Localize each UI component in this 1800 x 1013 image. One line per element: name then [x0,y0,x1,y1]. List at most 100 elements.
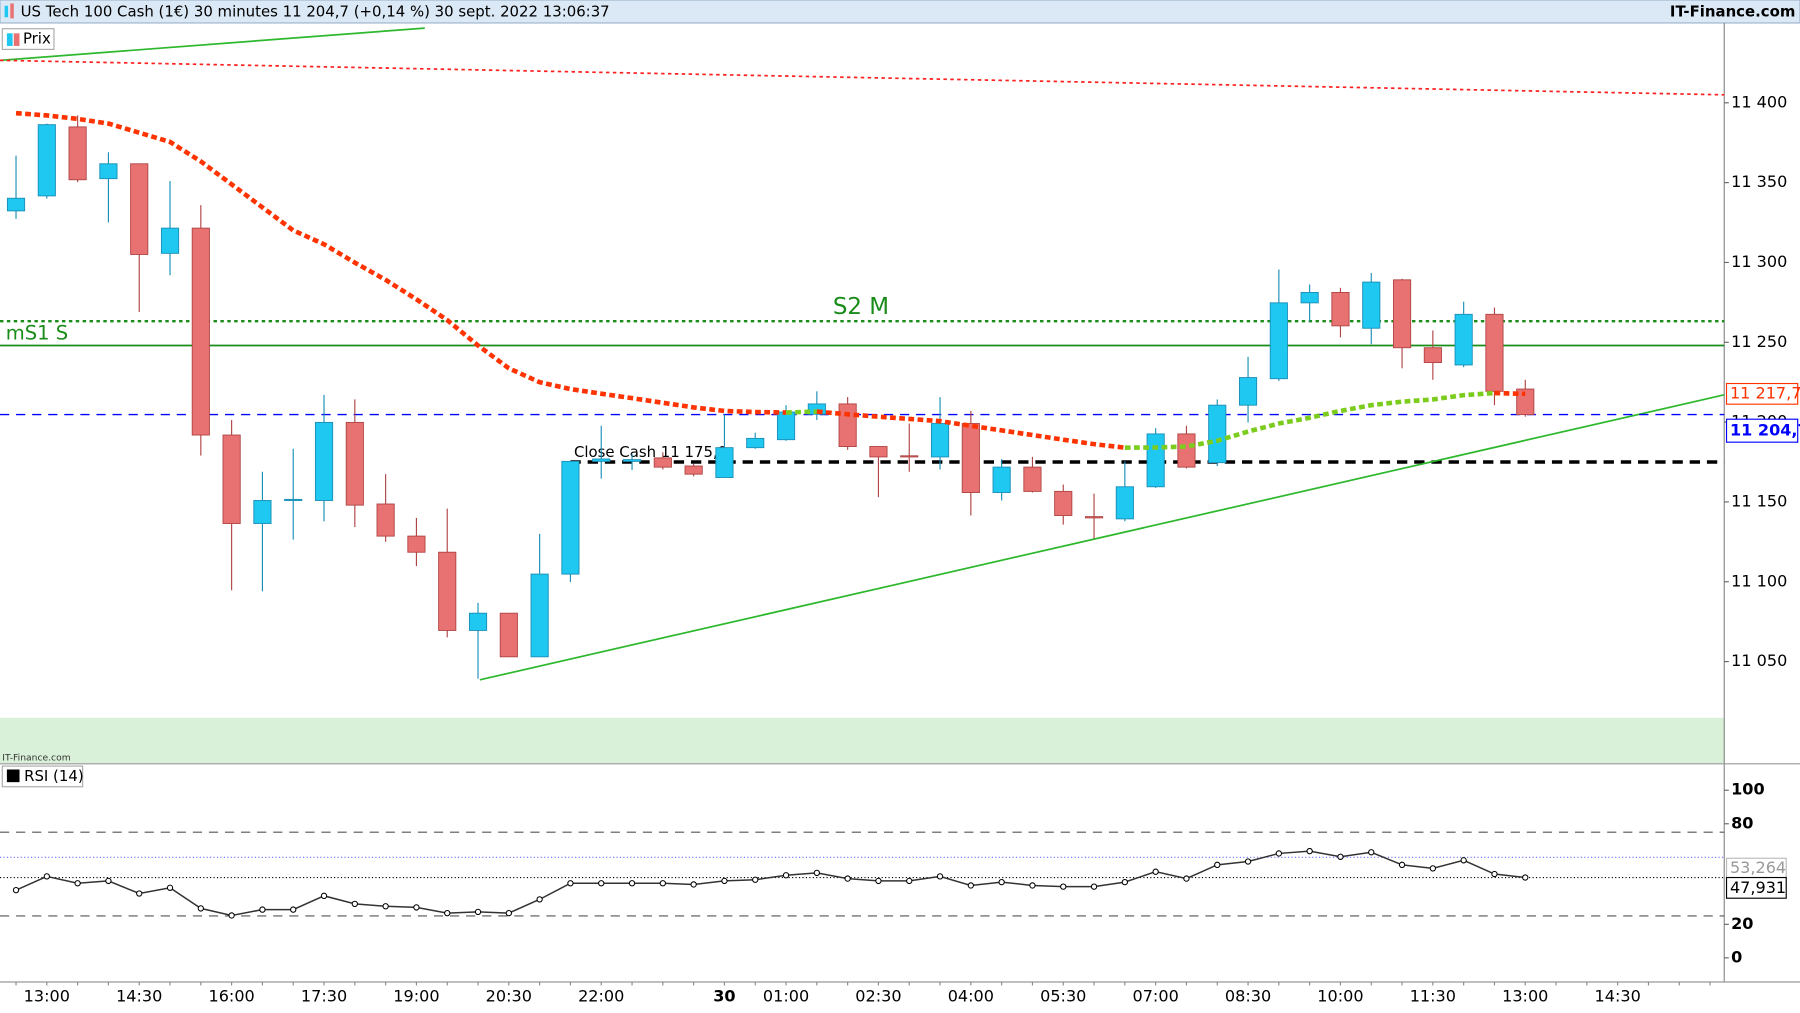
rsi-point [105,877,112,885]
rsi-point [1368,849,1375,856]
rsi-point [967,882,975,889]
candle-body [222,434,241,524]
candle-body [99,163,118,180]
candle-body [1269,302,1288,380]
x-tick-label: 05:30 [1040,986,1086,1005]
rsi-point [844,875,851,882]
x-tick-label: 20:30 [486,986,532,1005]
x-tick-label: 14:30 [1595,986,1641,1005]
rsi-point [166,884,174,891]
rsi-point [1029,882,1036,889]
candle-body [592,458,611,462]
candle-body [1054,490,1073,516]
rsi-point [813,869,820,877]
rsi-point [1398,861,1406,868]
candle-body [284,498,303,501]
candle-body [1423,347,1442,364]
rsi-last-box [1725,876,1787,899]
moving-average [1494,390,1526,397]
trendline [0,59,1725,96]
rsi-point [351,900,358,908]
x-tick-label: 04:00 [948,986,994,1005]
candle-body [1362,281,1381,329]
moving-average [15,110,787,415]
rsi-point [444,909,451,917]
moving-average [785,409,817,415]
candle-body [715,447,734,478]
candle-body [1392,279,1412,349]
rsi-point [659,880,666,887]
y-tick-label: 11 250 [1731,332,1787,351]
y-tick-label: 100 [1731,780,1765,799]
x-axis: 13:00 14:30 16:00 17:30 19:00 20:30 22:00 30 01:… [15,981,1711,1005]
candle-body [345,421,364,506]
rsi-point [1491,870,1498,878]
rsi-point [1275,850,1283,857]
rsi-point [875,877,882,885]
rsi-point [1337,853,1344,860]
zone-band [0,717,1725,764]
y-tick-label: 80 [1731,813,1753,832]
candle-body [1331,292,1350,327]
candle-body [191,227,210,436]
x-tick-label: 07:00 [1133,986,1179,1005]
header-icon [4,5,9,18]
candle-body [499,612,518,658]
rsi-point [505,909,512,917]
x-tick-label: 22:00 [578,986,624,1005]
candle-body [684,465,703,475]
rsi-point [74,880,81,887]
y-tick-label: 11 100 [1731,571,1787,590]
rsi-point [690,881,697,888]
candle-body [438,551,457,631]
header-bar [0,0,1800,24]
candle-body [1238,377,1258,406]
header-icon [10,3,14,19]
rsi-point [259,906,266,913]
level-label: Close Cash 11 175,0 [574,443,727,461]
rsi-point [413,904,420,911]
y-tick-label: 20 [1731,914,1753,933]
rsi-line [15,850,1526,917]
rsi-point [936,873,944,880]
level-label: S2 M [833,294,889,320]
candle-body [1023,466,1042,492]
candle-body [160,227,180,254]
x-tick-label: 13:00 [1502,986,1548,1005]
rsi-point [43,873,50,880]
candle-body [68,126,87,181]
trendline [0,27,425,62]
candle-body [314,421,334,501]
rsi-point [1214,861,1221,868]
rsi-point [1306,847,1313,855]
rsi-point [474,908,482,916]
x-tick-label: 01:00 [763,986,809,1005]
rsi-point [628,880,636,887]
rsi-point [782,872,790,879]
candle-body [468,612,488,631]
rsi-point [598,880,605,887]
y-tick-label: 11 150 [1731,491,1787,510]
rsi-point [567,880,574,887]
candle-body [561,460,580,575]
rsi-point [1060,883,1067,890]
candle-body [930,423,950,458]
ma-label: 11 217,7 [1730,383,1800,402]
rsi-point [1090,883,1098,890]
x-tick-label: 14:30 [116,986,162,1005]
candle-body [1300,292,1319,304]
rsi-point [1244,858,1252,865]
candle-body [992,466,1011,493]
candle-body [1208,404,1227,464]
rsi-point [1522,874,1529,881]
rsi-point [752,876,759,883]
candle-body [961,423,980,493]
rsi-point [1121,878,1129,886]
rsi-last-label: 47,931 [1730,878,1786,897]
x-tick-label: 02:30 [855,986,901,1005]
candle-body [1177,433,1196,468]
candle-body [1146,433,1165,488]
